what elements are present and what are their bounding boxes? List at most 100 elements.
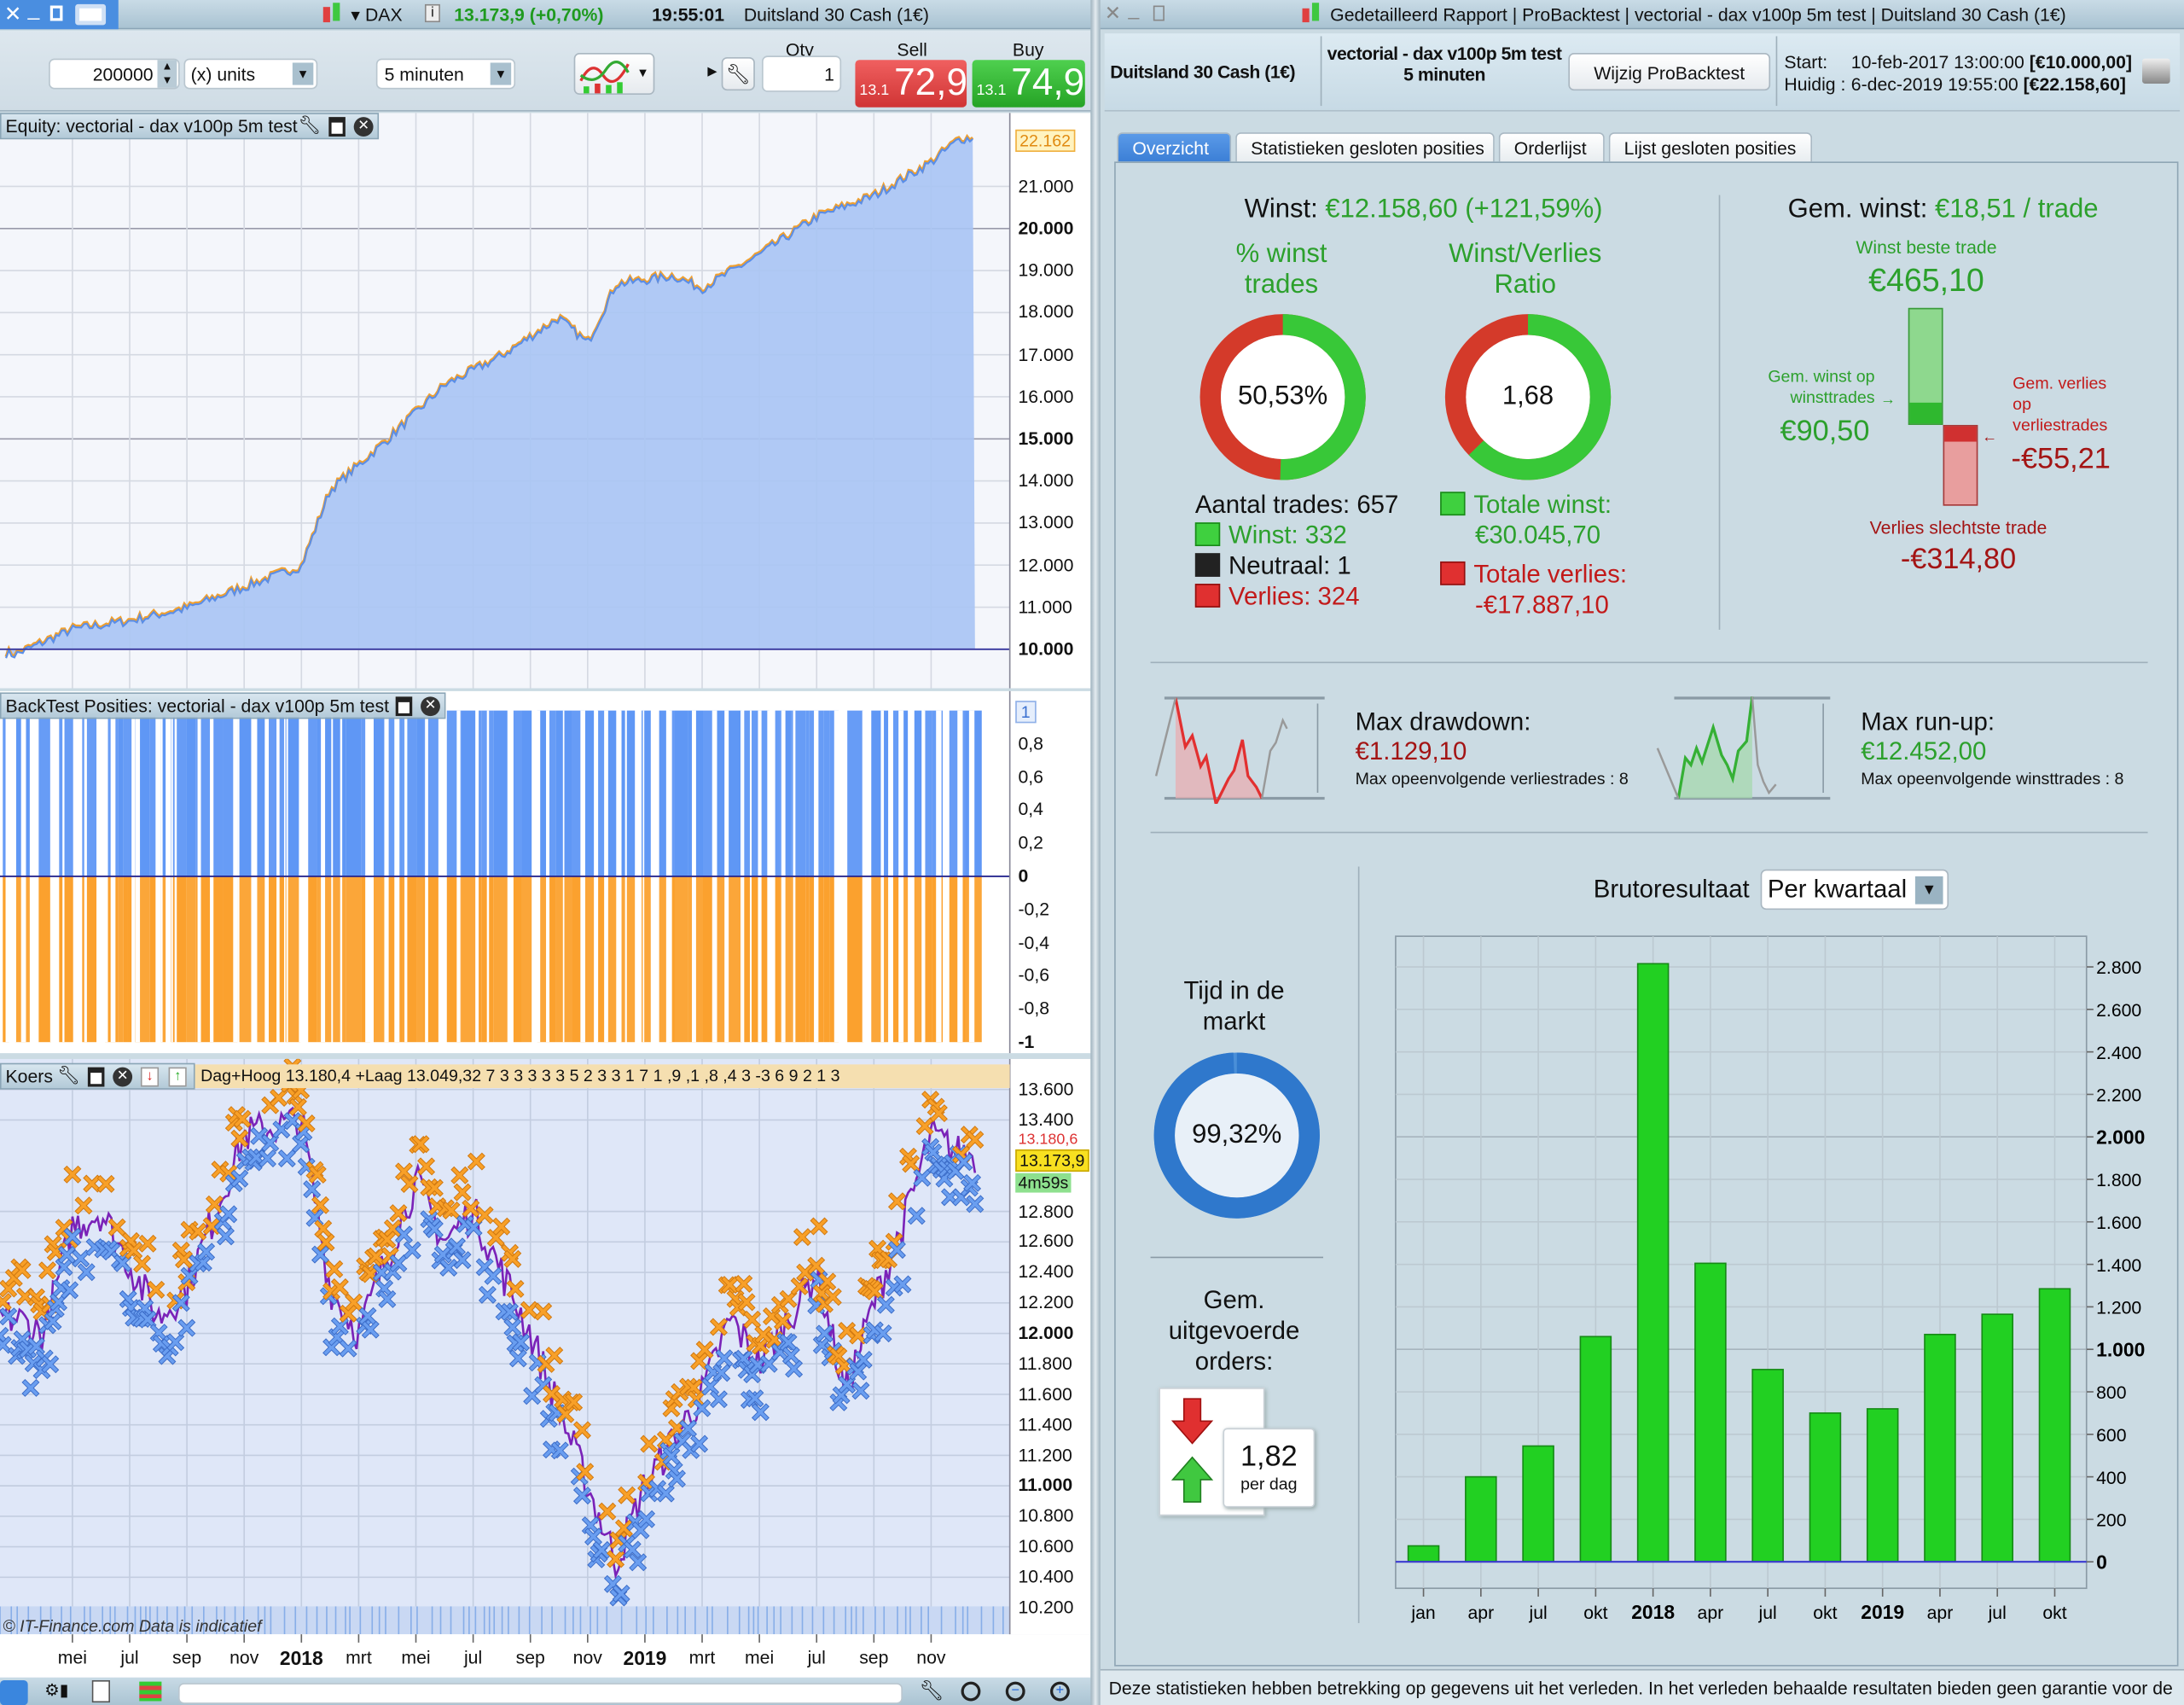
- buy-order-marker: [612, 1585, 630, 1603]
- zoom-in-icon[interactable]: +: [1050, 1681, 1070, 1702]
- vertical-divider: [1718, 195, 1721, 630]
- position-bar: [149, 710, 156, 876]
- maximize-icon[interactable]: [49, 5, 63, 21]
- report-icon[interactable]: [91, 1679, 110, 1703]
- keyboard-icon[interactable]: [75, 3, 107, 26]
- close-panel-icon[interactable]: ✕: [113, 1067, 133, 1087]
- sell-order-marker: [13, 1260, 32, 1279]
- sell-order-marker: [450, 1166, 469, 1184]
- indicators-button[interactable]: ▼: [573, 53, 655, 96]
- window-icon[interactable]: [87, 1067, 105, 1087]
- maximize-icon[interactable]: [1153, 5, 1165, 21]
- minimize-icon[interactable]: _: [1128, 0, 1140, 20]
- position-bar: [758, 876, 770, 1043]
- bar: [1866, 1408, 1899, 1563]
- printer-icon[interactable]: [2142, 58, 2170, 84]
- close-icon[interactable]: ✕: [3, 3, 22, 27]
- tab-statistieken-gesloten-posities[interactable]: Statistieken gesloten posities: [1235, 132, 1495, 162]
- zoom-out-icon[interactable]: −: [1005, 1681, 1025, 1702]
- close-icon[interactable]: ✕: [1104, 1, 1121, 24]
- position-bar: [257, 876, 267, 1043]
- buy-order-marker: [72, 1249, 90, 1268]
- wins-count: Winst: 332: [1228, 521, 1347, 550]
- window-icon[interactable]: [328, 117, 346, 137]
- bar: [2038, 1288, 2071, 1563]
- tab-lijst-gesloten-posities[interactable]: Lijst gesloten posities: [1608, 132, 1813, 162]
- chart-bottom-toolbar: ⚙▮ 🔧︎ − +: [0, 1677, 1091, 1705]
- buy-order-marker: [261, 1133, 280, 1152]
- positions-top-value: 1: [1015, 701, 1037, 724]
- tab-overzicht[interactable]: Overzicht: [1117, 132, 1232, 162]
- wrench-icon[interactable]: 🔧︎: [56, 1064, 80, 1085]
- x-tick-label: jul: [807, 1646, 826, 1668]
- buy-order-marker: [394, 1225, 413, 1244]
- wrench-icon[interactable]: 🔧︎: [919, 1679, 944, 1702]
- horizontal-scrollbar[interactable]: [177, 1683, 903, 1704]
- sell-order-marker: [565, 1393, 584, 1411]
- position-bar: [317, 710, 320, 876]
- position-bar: [177, 876, 187, 1043]
- minimize-icon[interactable]: _: [27, 0, 40, 21]
- win-square-icon: [1194, 522, 1221, 546]
- start-date: 10-feb-2017 13:00:00: [1850, 51, 2024, 73]
- window-splitter[interactable]: [1090, 0, 1101, 1705]
- order-settings-button[interactable]: 🔧︎: [721, 56, 755, 91]
- instrument-menu[interactable]: ▾ DAX: [351, 3, 403, 26]
- window-icon[interactable]: [395, 696, 413, 717]
- vertical-divider: [1357, 866, 1360, 1624]
- position-bar: [758, 710, 770, 876]
- sell-button[interactable]: 13.1 72,9: [855, 60, 967, 108]
- buy-order-marker: [138, 1310, 157, 1329]
- info-icon[interactable]: i: [424, 3, 440, 23]
- units-select[interactable]: (x) units ▼: [183, 58, 318, 90]
- ratio-title-2: Ratio: [1494, 270, 1556, 300]
- layers-icon[interactable]: [139, 1681, 162, 1702]
- x-tick-label: jul: [120, 1646, 139, 1668]
- position-bar: [239, 876, 252, 1043]
- expand-arrow-icon[interactable]: ▶: [707, 64, 717, 79]
- buy-order-marker: [339, 1339, 357, 1358]
- qty-input[interactable]: 1: [762, 55, 842, 92]
- position-bar: [923, 710, 932, 876]
- sell-order-marker: [743, 1310, 762, 1329]
- sell-order-icon[interactable]: ↓: [140, 1067, 160, 1087]
- orders-title: Gem. uitgevoerde orders:: [1142, 1284, 1327, 1376]
- positions-tick-label: 0,8: [1018, 732, 1043, 754]
- profit-value: €12.158,60 (+121,59%): [1325, 195, 1603, 224]
- buy-arrow-icon: [1170, 1456, 1214, 1503]
- chart-type-icon[interactable]: ⚙▮: [44, 1679, 69, 1700]
- spinner-icon[interactable]: ▲ ▼: [157, 60, 177, 88]
- runup-sub: Max opeenvolgende winsttrades : 8: [1861, 769, 2124, 789]
- interval-select[interactable]: 5 minuten ▼: [375, 58, 516, 90]
- position-bar: [923, 876, 932, 1043]
- buy-button[interactable]: 13.1 74,9: [972, 60, 1085, 108]
- position-bar: [549, 876, 556, 1043]
- close-panel-icon[interactable]: ✕: [353, 117, 374, 137]
- tab-orderlijst[interactable]: Orderlijst: [1498, 132, 1605, 162]
- qty-value: 1: [824, 64, 834, 85]
- sell-label: Sell: [897, 38, 927, 61]
- donut-charts: [1153, 314, 1612, 1219]
- close-panel-icon[interactable]: ✕: [421, 696, 440, 717]
- wrench-icon[interactable]: 🔧︎: [298, 113, 322, 136]
- buy-order-icon[interactable]: ↑: [168, 1067, 187, 1087]
- left-title-bar: ✕ _ ▾ DAX i 13.173,9 (+0,70%) 19:55:01 D…: [0, 0, 1091, 30]
- buy-order-marker: [963, 1173, 982, 1192]
- sell-order-marker: [929, 1104, 948, 1123]
- losses-count: Verlies: 324: [1228, 582, 1360, 611]
- period-select[interactable]: Per kwartaal ▼: [1760, 869, 1949, 911]
- zoom-vertical-icon[interactable]: [961, 1681, 981, 1702]
- share-icon[interactable]: [0, 1679, 28, 1705]
- position-bar: [881, 876, 889, 1043]
- edit-probacktest-button[interactable]: Wijzig ProBacktest: [1568, 53, 1771, 91]
- position-bar: [416, 710, 424, 876]
- sell-order-marker: [138, 1234, 157, 1253]
- sell-order-marker: [322, 1282, 341, 1301]
- buy-order-marker: [715, 1349, 734, 1368]
- bar: [1694, 1262, 1727, 1563]
- runup-value: €12.452,00: [1861, 736, 1987, 765]
- position-bar: [160, 710, 166, 876]
- buy-order-marker: [816, 1324, 834, 1343]
- avg-win-label-2: winsttrades: [1790, 387, 1875, 407]
- buy-order-marker: [656, 1484, 675, 1503]
